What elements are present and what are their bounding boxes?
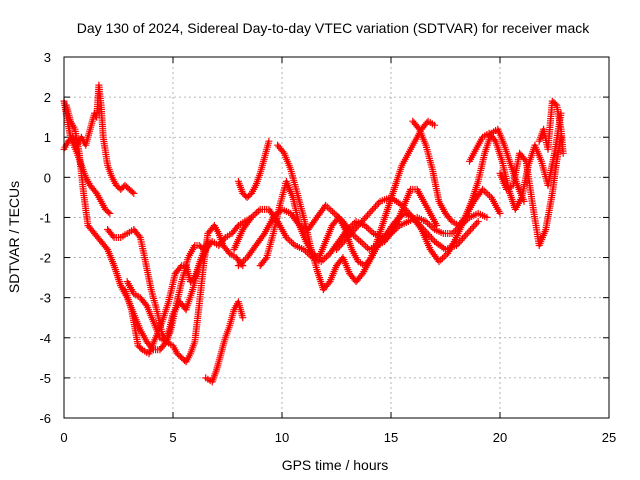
- x-tick-label: 20: [493, 430, 507, 445]
- series-trace-4: [121, 238, 212, 358]
- grid-lines: [64, 57, 609, 418]
- point-markers: [333, 193, 482, 253]
- point-markers: [535, 97, 567, 157]
- x-tick-label: 5: [169, 430, 176, 445]
- y-tick-label: -6: [39, 411, 51, 426]
- y-tick-label: 2: [44, 90, 51, 105]
- series-trace-7: [202, 298, 247, 386]
- y-tick-label: -2: [39, 251, 51, 266]
- y-tick-label: -1: [39, 210, 51, 225]
- x-tick-label: 10: [275, 430, 289, 445]
- x-tick-label: 0: [60, 430, 67, 445]
- series-trace-8: [234, 137, 273, 201]
- series-trace-6: [104, 226, 207, 346]
- point-markers: [121, 238, 212, 358]
- series-trace-14: [409, 117, 528, 229]
- y-tick-label: 0: [44, 170, 51, 185]
- y-tick-label: 3: [44, 50, 51, 65]
- y-tick-label: -5: [39, 371, 51, 386]
- data-points: [60, 81, 567, 386]
- point-markers: [104, 226, 207, 346]
- point-markers: [234, 137, 273, 201]
- series-trace-13: [333, 193, 482, 253]
- plot-frame: [63, 56, 610, 419]
- point-markers: [274, 117, 439, 294]
- tick-labels: 0 5 10 15 20 25 -6 -5 -4 -3 -2 -1 0 1 2 3: [39, 50, 616, 445]
- point-markers: [202, 298, 247, 386]
- y-axis-title: SDTVAR / TECUs: [6, 181, 22, 293]
- series-trace-17: [535, 97, 567, 157]
- series-trace-5: [123, 222, 247, 366]
- x-tick-label: 25: [602, 430, 616, 445]
- point-markers: [496, 133, 565, 249]
- y-tick-label: -3: [39, 291, 51, 306]
- y-tick-label: 1: [44, 130, 51, 145]
- x-tick-label: 15: [384, 430, 398, 445]
- point-markers: [123, 222, 247, 366]
- chart-title: Day 130 of 2024, Sidereal Day-to-day VTE…: [77, 20, 590, 36]
- y-tick-label: -4: [39, 331, 51, 346]
- x-axis-title: GPS time / hours: [282, 457, 389, 473]
- point-markers: [409, 117, 528, 229]
- series-trace-16: [496, 133, 565, 249]
- series-trace-12: [274, 117, 439, 294]
